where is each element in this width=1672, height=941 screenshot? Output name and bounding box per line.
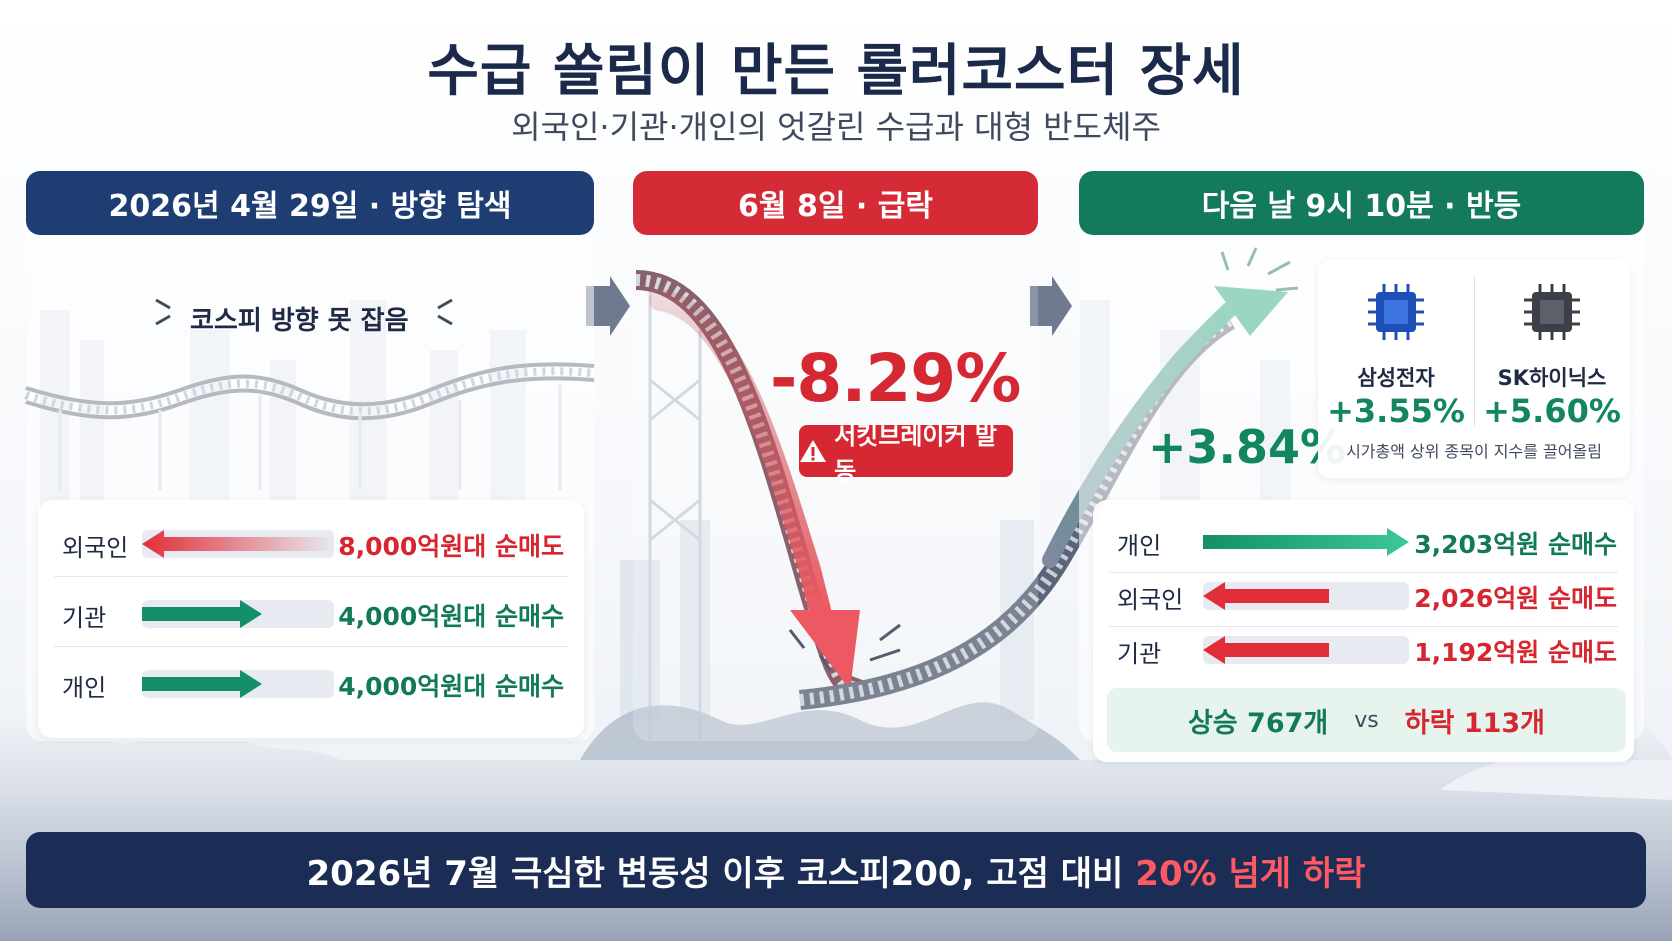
flow-bar	[142, 670, 334, 698]
stock-name: 삼성전자	[1357, 366, 1435, 390]
flow-amount: 3,203억원 순매수	[1414, 530, 1617, 559]
investor-label: 개인	[62, 674, 107, 702]
investor-label: 외국인	[62, 534, 129, 562]
circuit-breaker-badge: 서킷브레이커 발동	[799, 422, 1013, 485]
panel-header: 다음 날 9시 10분 · 반등	[1079, 171, 1644, 235]
flow-amount: 4,000억원대 순매수	[338, 672, 564, 701]
flow-amount: 2,026억원 순매도	[1414, 584, 1617, 613]
sell-arrow-icon	[1203, 582, 1329, 610]
bottom-text: 2026년 7월 극심한 변동성 이후 코스피200, 고점 대비	[306, 853, 1124, 894]
flow-bar	[1203, 582, 1409, 610]
stock-note: 시가총액 상위 종목이 지수를 끌어올림	[1346, 442, 1602, 461]
warning-icon	[800, 440, 826, 462]
circuit-breaker-label: 서킷브레이커 발동	[834, 422, 997, 485]
emphasis-mark-icon	[437, 298, 453, 326]
panel-header: 2026년 4월 29일 · 방향 탐색	[26, 171, 594, 235]
stock-card: 삼성전자 +3.55% SK하이닉스 +5.60% 시가총액 상위 종목이 지수…	[1318, 260, 1630, 478]
buy-arrow-icon	[142, 670, 262, 698]
divider	[1474, 276, 1475, 426]
advance-count: 상승 767개	[1187, 707, 1329, 739]
divider	[1109, 626, 1618, 627]
chip-icon	[1368, 284, 1424, 340]
vs-label: vs	[1354, 707, 1379, 733]
emphasis-mark-icon	[155, 298, 171, 326]
investor-label: 기관	[62, 604, 107, 632]
investor-label: 외국인	[1117, 586, 1184, 614]
sell-arrow-icon	[1203, 636, 1329, 664]
flow-amount: 8,000억원대 순매도	[338, 532, 564, 561]
sell-arrow-icon	[142, 530, 334, 558]
page-title: 수급 쏠림이 만든 롤러코스터 장세	[427, 39, 1245, 104]
flow-row: 개인 3,203억원 순매수	[1093, 522, 1634, 562]
buy-arrow-icon	[142, 600, 262, 628]
flow-card-p1: 외국인 8,000억원대 순매도 기관 4,000억원대 순매수 개인 4,00…	[38, 500, 584, 738]
divider	[54, 576, 568, 577]
flow-bar	[1203, 528, 1409, 556]
flow-bar	[142, 530, 334, 558]
bottom-highlight: 20% 넘게 하락	[1135, 853, 1366, 894]
panel-header: 6월 8일 · 급락	[633, 171, 1038, 235]
buy-arrow-icon	[1203, 528, 1409, 556]
index-change-rise: +3.84%	[1148, 420, 1347, 474]
stock-change: +3.55%	[1327, 392, 1465, 430]
chip-icon	[1524, 284, 1580, 340]
flow-bar	[142, 600, 334, 628]
flow-row: 기관 4,000억원대 순매수	[38, 594, 584, 634]
advance-decline-box: 상승 767개 vs 하락 113개	[1107, 688, 1626, 752]
stock-change: +5.60%	[1483, 392, 1621, 430]
divider	[54, 646, 568, 647]
flow-row: 개인 4,000억원대 순매수	[38, 664, 584, 704]
decline-count: 하락 113개	[1404, 707, 1546, 739]
bottom-banner: 2026년 7월 극심한 변동성 이후 코스피200, 고점 대비 20% 넘게…	[26, 832, 1646, 908]
flow-bar	[1203, 636, 1409, 664]
flow-amount: 4,000억원대 순매수	[338, 602, 564, 631]
page-subtitle: 외국인·기관·개인의 엇갈린 수급과 대형 반도체주	[511, 108, 1161, 146]
index-change-drop: -8.29%	[770, 340, 1021, 417]
divider	[1109, 572, 1618, 573]
panel-caption: 코스피 방향 못 잡음	[190, 306, 409, 336]
stock-name: SK하이닉스	[1497, 366, 1607, 390]
flow-amount: 1,192억원 순매도	[1414, 638, 1617, 667]
flow-row: 기관 1,192억원 순매도	[1093, 630, 1634, 670]
investor-label: 개인	[1117, 532, 1162, 560]
flow-row: 외국인 2,026억원 순매도	[1093, 576, 1634, 616]
flow-row: 외국인 8,000억원대 순매도	[38, 524, 584, 564]
investor-label: 기관	[1117, 640, 1162, 668]
